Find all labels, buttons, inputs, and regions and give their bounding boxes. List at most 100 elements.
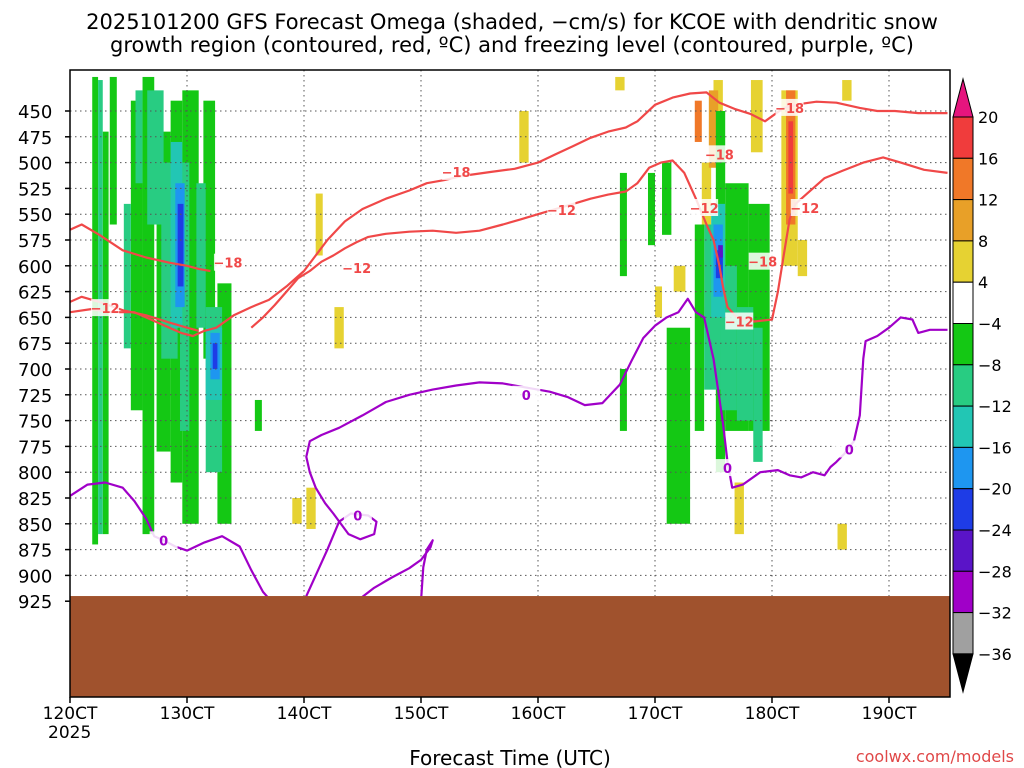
y-tick-label-850: 850 [18, 515, 52, 536]
x-tick-label-180CT: 180CT [745, 704, 800, 724]
omega-cell-33 [842, 80, 852, 101]
omega-shading [92, 76, 852, 550]
y-tick-label-700: 700 [18, 360, 52, 381]
omega-cell-43 [694, 100, 702, 142]
omega-cell-47 [647, 172, 655, 246]
colorbar-label-10: −24 [978, 521, 1012, 540]
colorbar-band-11 [952, 570, 974, 614]
y-tick-label-550: 550 [18, 205, 52, 226]
omega-cell-4 [142, 76, 155, 535]
contour-label-bg-13 [343, 506, 372, 524]
y-tick-label-450: 450 [18, 102, 52, 123]
contour-label-7: −12 [91, 302, 120, 317]
omega-cell-27 [292, 498, 302, 524]
y-tick-label-775: 775 [18, 437, 52, 458]
y-tick-label-575: 575 [18, 231, 52, 252]
omega-cell-10 [254, 399, 262, 431]
colorbar-band-9 [952, 488, 974, 531]
y-tick-label-900: 900 [18, 566, 52, 587]
contour-label-13: 0 [353, 510, 362, 525]
colorbar-label-3: 8 [978, 232, 988, 251]
colorbar-bottom-arrow [952, 653, 974, 694]
omega-cell-46 [619, 172, 627, 277]
colorbar-band-8 [952, 446, 974, 490]
y-tick-label-875: 875 [18, 541, 52, 562]
y-tick-label-600: 600 [18, 257, 52, 278]
contour-label-bg-6 [342, 258, 371, 276]
colorbar-band-1 [952, 157, 974, 201]
contour-label-bg-4 [748, 252, 777, 270]
colorbar-label-5: −4 [978, 315, 1002, 334]
contour-label-bg-7 [91, 299, 120, 317]
contour-label-bg-0 [442, 162, 471, 180]
omega-cell-17 [196, 183, 206, 328]
terrain-strip [70, 596, 950, 697]
omega-cell-50 [694, 224, 705, 431]
omega-cell-62 [718, 245, 723, 258]
colorbar-label-0: 20 [978, 108, 998, 127]
chart-title-line2: growth region (contoured, red, ºC) and f… [110, 33, 914, 57]
omega-cell-58 [753, 327, 763, 462]
colorbar-label-1: 16 [978, 149, 998, 168]
credit-text: coolwx.com/models [856, 747, 1014, 766]
y-tick-label-825: 825 [18, 489, 52, 510]
omega-cell-30 [615, 76, 625, 91]
colorbar-label-8: −16 [978, 438, 1012, 457]
contour-label-6: −12 [342, 262, 371, 277]
omega-cell-39 [734, 482, 744, 535]
contour-label-12: 0 [159, 534, 168, 549]
contour-line-1 [70, 223, 211, 273]
x-axis-label: Forecast Time (UTC) [409, 746, 611, 768]
contour-label-15: 0 [723, 462, 732, 477]
omega-cell-1 [109, 76, 117, 225]
x-axis-year-label: 2025 [48, 723, 91, 743]
omega-cell-49 [666, 327, 691, 524]
y-tick-label-750: 750 [18, 412, 52, 433]
contour-label-8: −12 [690, 202, 719, 217]
colorbar-label-9: −20 [978, 480, 1012, 499]
contour-label-bg-8 [690, 199, 719, 217]
y-tick-label-625: 625 [18, 283, 52, 304]
contour-label-11: 0 [522, 389, 531, 404]
x-axis-ticks: 120CT 130CT 140CT 150CT 160CT 170CT 180CT 190CT [43, 697, 917, 724]
omega-cell-8 [203, 100, 216, 359]
colorbar-label-2: 12 [978, 191, 998, 210]
colorbar-label-12: −32 [978, 604, 1012, 623]
omega-cell-12 [123, 203, 131, 349]
y-tick-label-800: 800 [18, 463, 52, 484]
omega-cell-13 [135, 90, 143, 184]
colorbar-band-7 [952, 405, 974, 448]
omega-cell-36 [797, 240, 808, 277]
omega-cell-28 [306, 487, 316, 529]
colorbar-label-11: −28 [978, 562, 1012, 581]
plot-frame [69, 69, 951, 698]
colorbar-band-6 [952, 364, 974, 407]
contour-labels: −18 −18 −18 −18 −18 −12 −12 −12 −12 −12 −12 0 0 0 0 0 [91, 98, 864, 549]
x-tick-label-190CT: 190CT [862, 704, 917, 724]
contour-line-3 [70, 295, 199, 332]
contour-label-0: −18 [442, 166, 471, 181]
colorbar-band-4 [952, 281, 974, 325]
contour-label-5: −12 [547, 204, 576, 219]
contour-label-4: −18 [748, 256, 777, 271]
x-tick-label-170CT: 170CT [628, 704, 683, 724]
colorbar-band-10 [952, 529, 974, 572]
omega-cell-14 [147, 90, 164, 225]
x-tick-label-140CT: 140CT [277, 704, 332, 724]
contour-line-6 [356, 539, 434, 603]
contour-label-bg-1 [213, 253, 242, 271]
contour-label-bg-2 [705, 145, 734, 163]
y-tick-label-475: 475 [18, 128, 52, 149]
contour-label-bg-10 [790, 199, 819, 217]
omega-cell-41 [708, 90, 719, 168]
y-tick-label-675: 675 [18, 334, 52, 355]
terrain-fill [70, 596, 950, 697]
contour-label-bg-14 [835, 440, 864, 458]
omega-cell-23 [177, 203, 184, 287]
omega-cell-29 [519, 111, 529, 163]
x-tick-label-150CT: 150CT [394, 704, 449, 724]
contour-label-bg-15 [713, 459, 742, 477]
omega-cell-2 [102, 131, 109, 535]
omega-cell-37 [655, 286, 663, 318]
